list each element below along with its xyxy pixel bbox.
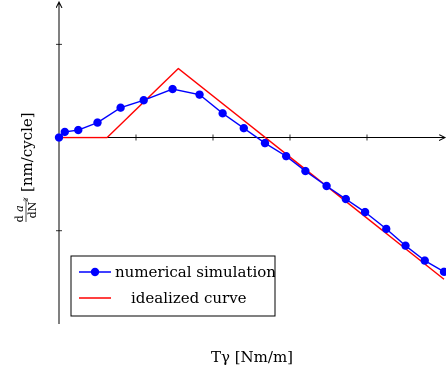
legend-label-numerical: numerical simulation [115,263,276,281]
data-point [439,267,446,276]
y-axis-label-denominator: dN [26,201,39,218]
legend-box [70,255,276,317]
data-point [281,151,291,161]
legend-marker-numerical [90,267,100,277]
series-line-numerical [58,88,445,273]
axes [56,2,445,324]
data-point [74,125,83,135]
legend-label-idealized: idealized curve [131,289,247,307]
y-axis-label-unit: [nm/cycle] [18,112,36,192]
y-label-var: a [13,205,26,212]
data-point [301,166,310,176]
data-point [260,138,270,148]
data-point [60,127,69,137]
data-point [322,181,331,191]
data-point [54,133,64,142]
data-point [218,109,227,118]
series-layer [54,67,446,280]
data-point [360,207,370,217]
y-axis-label-numerator: d a z [13,197,30,223]
data-point [420,256,429,265]
data-point [382,224,391,234]
data-point [195,90,204,99]
data-point [93,118,102,127]
y-label-sub: z [21,197,30,203]
data-point [341,194,351,204]
x-axis-label: Tγ [Nm/m] [211,348,293,366]
data-point [139,96,148,105]
data-point [239,124,248,133]
y-axis-label: d a z dN [nm/cycle] [13,112,39,222]
data-point [116,103,125,112]
data-point [401,241,410,250]
legend: numerical simulation idealized curve [70,255,276,317]
y-label-d: d [13,215,26,222]
series-line-idealized [59,67,445,280]
data-point [168,84,177,94]
